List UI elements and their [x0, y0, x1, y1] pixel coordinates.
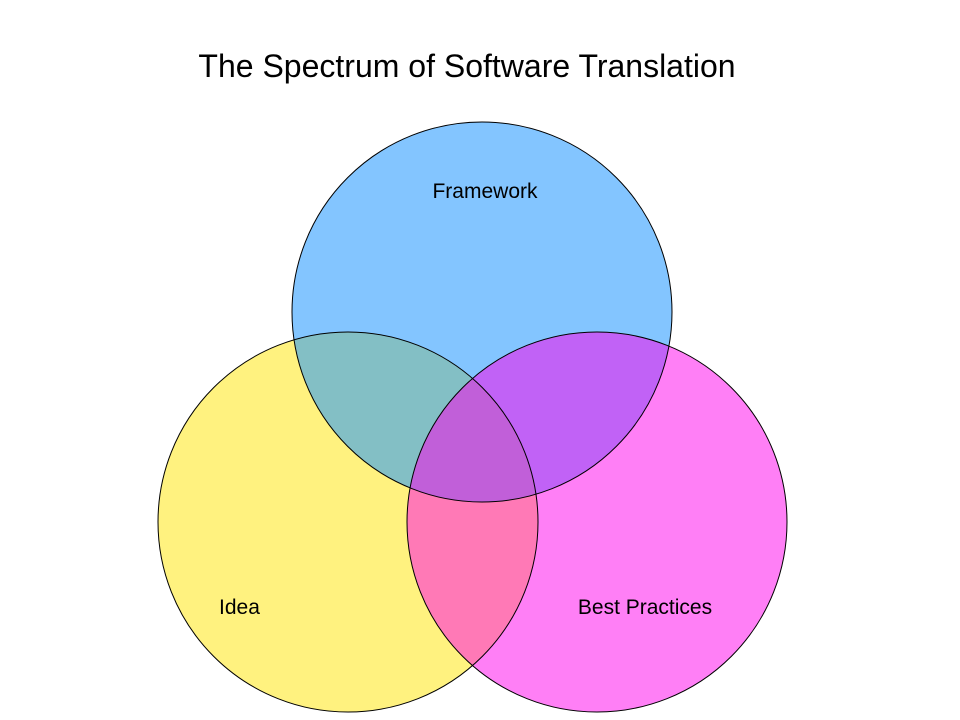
- best-practices-circle-outline: [406, 331, 788, 713]
- idea-circle-outline: [157, 331, 539, 713]
- diagram-title: The Spectrum of Software Translation: [198, 48, 736, 84]
- framework-circle-outline: [291, 121, 673, 503]
- best-practices-label: Best Practices: [578, 596, 712, 619]
- idea-label: Idea: [219, 596, 260, 619]
- framework-label: Framework: [432, 180, 538, 203]
- best-practices-circle: [407, 332, 787, 712]
